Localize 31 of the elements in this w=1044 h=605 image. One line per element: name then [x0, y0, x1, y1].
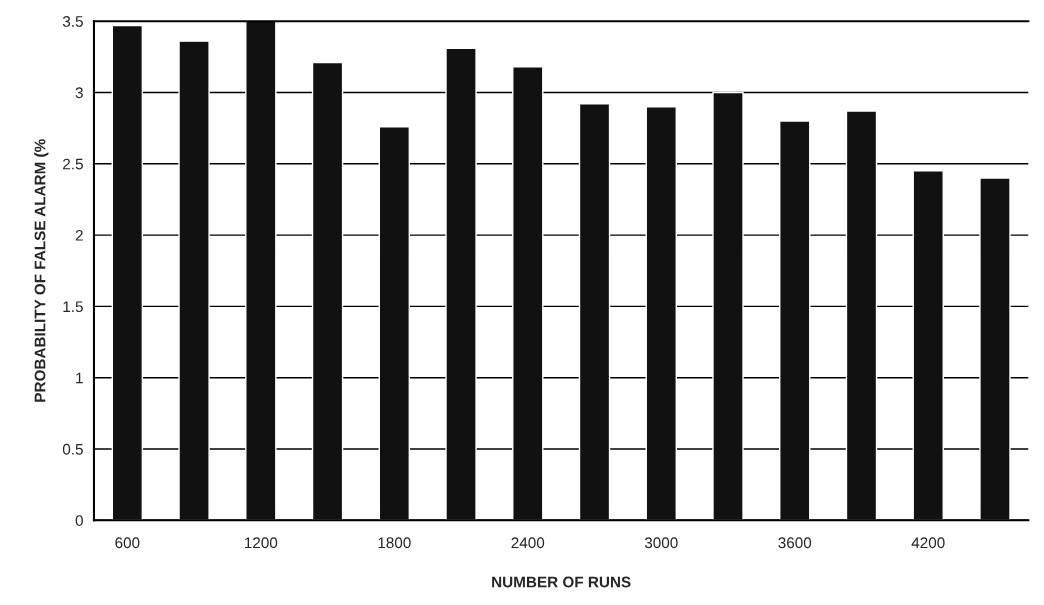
x-tick-label: 2400: [511, 537, 545, 549]
y-tick-label: 3: [75, 87, 83, 99]
bar: [512, 66, 544, 521]
y-tick-label: 1.5: [63, 301, 83, 313]
x-tick-label: 1800: [378, 537, 411, 549]
bar: [178, 40, 210, 521]
bar: [111, 24, 144, 521]
y-tick-label: 2.5: [63, 158, 83, 170]
bar: [378, 126, 411, 521]
x-tick-label: 1200: [244, 537, 278, 549]
x-axis-title: NUMBER OF RUNS: [492, 576, 631, 588]
x-tick-label: 4200: [911, 537, 945, 549]
y-tick-label: 3.5: [62, 16, 83, 27]
bar: [311, 61, 344, 521]
x-tick-label: 3600: [778, 537, 812, 549]
bar: [779, 120, 811, 521]
y-axis-title: PROBABILITY OF FALSE ALARM (%: [34, 139, 49, 402]
y-tick-label: 2: [75, 229, 83, 241]
bar: [912, 170, 944, 521]
y-tick-label: 0: [75, 515, 83, 526]
bar: [645, 106, 677, 521]
bar: [712, 91, 744, 521]
bar: [245, 21, 277, 521]
x-tick-label: 3000: [644, 537, 678, 549]
bar: [845, 110, 878, 521]
bar: [445, 47, 477, 521]
y-tick-label: 1: [76, 372, 83, 384]
bar: [578, 103, 611, 521]
bar: [979, 177, 1011, 521]
x-tick-label: 600: [115, 537, 140, 549]
y-tick-label: 0.5: [62, 443, 83, 455]
